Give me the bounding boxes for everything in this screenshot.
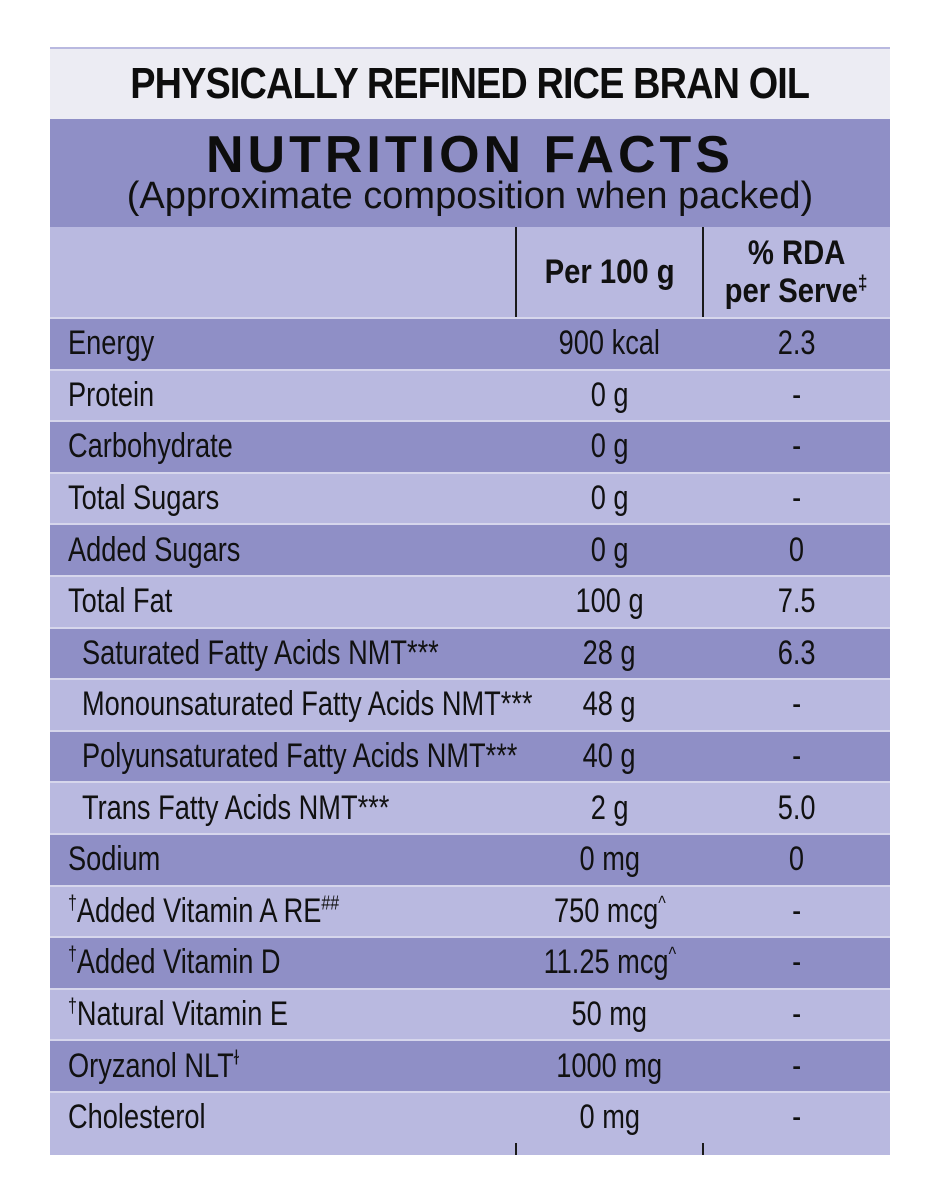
rda-value: -: [791, 1046, 802, 1085]
table-row: Total Fat 100 g 7.5: [50, 574, 890, 627]
table-row: Cholesterol 0 mg -: [50, 1090, 890, 1143]
nutrient-name: Oryzanol NLTɫ: [68, 1046, 240, 1085]
rda-value: 2.3: [777, 324, 816, 363]
dagger-mark: †: [68, 944, 77, 967]
nutrition-facts-title: NUTRITION FACTS: [206, 126, 734, 184]
per-100g-value: 0 g: [590, 479, 629, 518]
nutrient-name: †Natural Vitamin E: [68, 995, 289, 1034]
per-100g-value: 0 g: [590, 530, 629, 569]
nutrient-name: Total Fat: [68, 582, 173, 621]
per-100g-value: 900 kcal: [558, 324, 661, 363]
table-row: Carbohydrate 0 g -: [50, 420, 890, 472]
nutrient-name: Polyunsaturated Fatty Acids NMT***: [82, 737, 518, 776]
per-100g-value: 750 mcg^: [553, 891, 666, 930]
double-dagger-mark: ‡: [858, 272, 868, 295]
per-100g-value: 2 g: [590, 788, 629, 827]
nutrient-name: Sodium: [68, 840, 161, 879]
product-title-bar: PHYSICALLY REFINED RICE BRAN OIL: [50, 47, 890, 119]
rda-value: -: [791, 427, 802, 466]
rda-value: 7.5: [777, 582, 816, 621]
per-100g-value: 0 g: [590, 375, 629, 414]
nutrient-name: †Added Vitamin D: [68, 943, 281, 982]
caret-mark: ^: [657, 892, 666, 915]
rda-value: -: [791, 995, 802, 1034]
per-100g-value: 40 g: [583, 737, 636, 776]
table-row: Sodium 0 mg 0: [50, 832, 890, 885]
caret-mark: ^: [668, 944, 676, 967]
nutrient-name: Carbohydrate: [68, 427, 233, 466]
nutrient-name: Protein: [68, 375, 155, 414]
table-row: Energy 900 kcal 2.3: [50, 317, 890, 369]
per-100g-value: 0 mg: [579, 1098, 640, 1137]
per-100g-value: 28 g: [583, 633, 636, 672]
table-row: Total Sugars 0 g -: [50, 471, 890, 524]
rda-value: 0: [788, 530, 805, 569]
rda-value: -: [791, 943, 802, 982]
column-header-row: Per 100 g % RDA per Serve‡: [50, 227, 890, 317]
rda-value: -: [791, 479, 802, 518]
footnote-mark: ##: [321, 892, 340, 915]
rda-value: 0: [788, 840, 805, 879]
dagger-mark: †: [68, 995, 77, 1018]
rda-value: 5.0: [777, 788, 816, 827]
per-100g-value: 48 g: [583, 685, 636, 724]
per-100g-header: Per 100 g: [544, 253, 675, 291]
per-100g-value: 11.25 mcg^: [543, 943, 676, 982]
rda-value: -: [791, 685, 802, 724]
per-100g-value: 0 mg: [579, 840, 640, 879]
per-100g-value: 100 g: [575, 582, 644, 621]
nutrition-header: NUTRITION FACTS (Approximate composition…: [50, 119, 890, 227]
nutrient-name: Monounsaturated Fatty Acids NMT***: [82, 685, 533, 724]
rda-header-line2: per Serve‡: [725, 272, 868, 310]
nutrient-name: Trans Fatty Acids NMT***: [82, 788, 390, 827]
rda-header-line1: % RDA: [747, 234, 846, 272]
rda-header: % RDA per Serve‡: [703, 227, 890, 317]
rda-value: 6.3: [777, 633, 816, 672]
rda-value: -: [791, 375, 802, 414]
rda-value: -: [791, 1098, 802, 1137]
table-row: Trans Fatty Acids NMT*** 2 g 5.0: [50, 781, 890, 833]
dagger-mark: †: [68, 892, 77, 915]
rda-value: -: [791, 737, 802, 776]
table-row: Saturated Fatty Acids NMT*** 28 g 6.3: [50, 626, 890, 679]
nutrient-name: Energy: [68, 324, 155, 363]
table-row: Oryzanol NLTɫ 1000 mg -: [50, 1039, 890, 1091]
nutrition-label: PHYSICALLY REFINED RICE BRAN OIL NUTRITI…: [50, 47, 890, 1155]
table-row: †Added Vitamin A RE## 750 mcg^ -: [50, 884, 890, 937]
nutrient-name: Total Sugars: [68, 479, 220, 518]
nutrient-name: Cholesterol: [68, 1098, 206, 1137]
per-100g-value: 0 g: [590, 427, 629, 466]
product-title: PHYSICALLY REFINED RICE BRAN OIL: [130, 59, 811, 108]
table-row: Monounsaturated Fatty Acids NMT*** 48 g -: [50, 678, 890, 730]
table-row: Protein 0 g -: [50, 368, 890, 421]
nutrient-table: Energy 900 kcal 2.3 Protein 0 g - Carbohydrate…: [50, 317, 890, 1143]
table-row: Polyunsaturated Fatty Acids NMT*** 40 g -: [50, 729, 890, 782]
nutrition-facts-subtitle: (Approximate composition when packed): [126, 175, 814, 217]
footnote-mark: ɫ: [233, 1047, 240, 1070]
nutrient-name: Added Sugars: [68, 530, 241, 569]
per-100g-value: 1000 mg: [556, 1046, 663, 1085]
nutrient-name: †Added Vitamin A RE##: [68, 891, 340, 930]
rda-value: -: [791, 891, 802, 930]
per-100g-value: 50 mg: [571, 995, 648, 1034]
table-row: †Added Vitamin D 11.25 mcg^ -: [50, 936, 890, 988]
nutrient-name: Saturated Fatty Acids NMT***: [82, 633, 439, 672]
table-row: Added Sugars 0 g 0: [50, 523, 890, 575]
table-row: †Natural Vitamin E 50 mg -: [50, 987, 890, 1040]
